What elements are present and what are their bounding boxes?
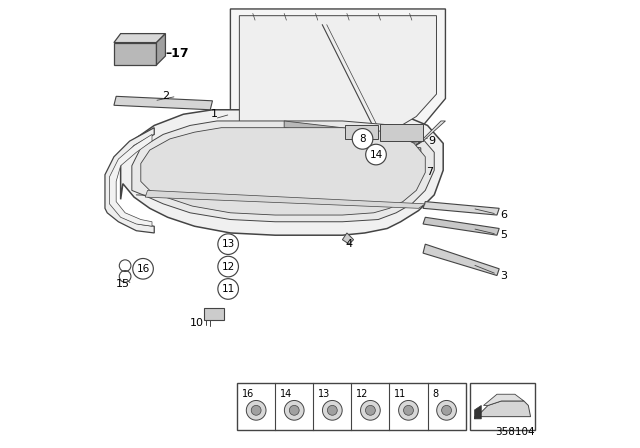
- Polygon shape: [284, 143, 421, 168]
- Polygon shape: [423, 202, 499, 215]
- Polygon shape: [114, 43, 157, 65]
- Polygon shape: [475, 401, 531, 419]
- Text: 5: 5: [500, 230, 507, 240]
- Text: 12: 12: [221, 262, 235, 271]
- Text: 8: 8: [432, 389, 438, 399]
- Polygon shape: [423, 217, 499, 235]
- Circle shape: [252, 405, 261, 415]
- Polygon shape: [132, 121, 435, 222]
- Circle shape: [404, 405, 413, 415]
- Text: 6: 6: [500, 210, 507, 220]
- Text: 13: 13: [318, 389, 330, 399]
- Text: 1: 1: [211, 109, 218, 119]
- Polygon shape: [284, 132, 421, 155]
- Polygon shape: [114, 96, 212, 110]
- Text: 15: 15: [116, 280, 130, 289]
- Circle shape: [399, 401, 419, 420]
- Text: 14: 14: [369, 150, 383, 159]
- Polygon shape: [109, 134, 152, 226]
- Polygon shape: [145, 190, 425, 208]
- Circle shape: [352, 129, 373, 149]
- Circle shape: [365, 405, 375, 415]
- Circle shape: [284, 401, 304, 420]
- Text: 13: 13: [221, 239, 235, 249]
- Circle shape: [218, 256, 239, 277]
- Circle shape: [323, 401, 342, 420]
- FancyBboxPatch shape: [345, 125, 378, 139]
- Text: 9: 9: [428, 136, 436, 146]
- Text: 14: 14: [280, 389, 292, 399]
- Circle shape: [365, 144, 387, 165]
- Circle shape: [442, 405, 451, 415]
- Text: 10: 10: [190, 318, 204, 327]
- Text: –17: –17: [165, 47, 189, 60]
- FancyBboxPatch shape: [237, 383, 466, 430]
- Text: 12: 12: [356, 389, 368, 399]
- Polygon shape: [284, 121, 419, 143]
- Text: 4: 4: [346, 239, 353, 249]
- Polygon shape: [475, 405, 481, 419]
- Circle shape: [289, 405, 299, 415]
- Text: 16: 16: [242, 389, 254, 399]
- Circle shape: [360, 401, 380, 420]
- Circle shape: [246, 401, 266, 420]
- Polygon shape: [228, 121, 445, 166]
- FancyBboxPatch shape: [380, 124, 423, 141]
- Circle shape: [132, 258, 154, 279]
- Text: 11: 11: [221, 284, 235, 294]
- FancyBboxPatch shape: [470, 383, 535, 430]
- Polygon shape: [121, 110, 443, 235]
- Polygon shape: [239, 16, 436, 146]
- Polygon shape: [141, 128, 425, 215]
- Polygon shape: [484, 394, 524, 405]
- Circle shape: [218, 234, 239, 254]
- Polygon shape: [423, 244, 499, 276]
- Polygon shape: [105, 128, 154, 233]
- Circle shape: [436, 401, 456, 420]
- FancyBboxPatch shape: [204, 308, 224, 320]
- Text: 16: 16: [136, 264, 150, 274]
- Text: 11: 11: [394, 389, 406, 399]
- Polygon shape: [157, 34, 165, 65]
- Text: 3: 3: [500, 271, 507, 280]
- Text: 358104: 358104: [495, 427, 534, 437]
- Polygon shape: [230, 9, 445, 155]
- Polygon shape: [114, 34, 165, 43]
- Text: 7: 7: [426, 168, 433, 177]
- Text: 8: 8: [359, 134, 366, 144]
- Circle shape: [328, 405, 337, 415]
- Circle shape: [218, 279, 239, 299]
- Polygon shape: [342, 233, 353, 244]
- Text: 2: 2: [162, 91, 169, 101]
